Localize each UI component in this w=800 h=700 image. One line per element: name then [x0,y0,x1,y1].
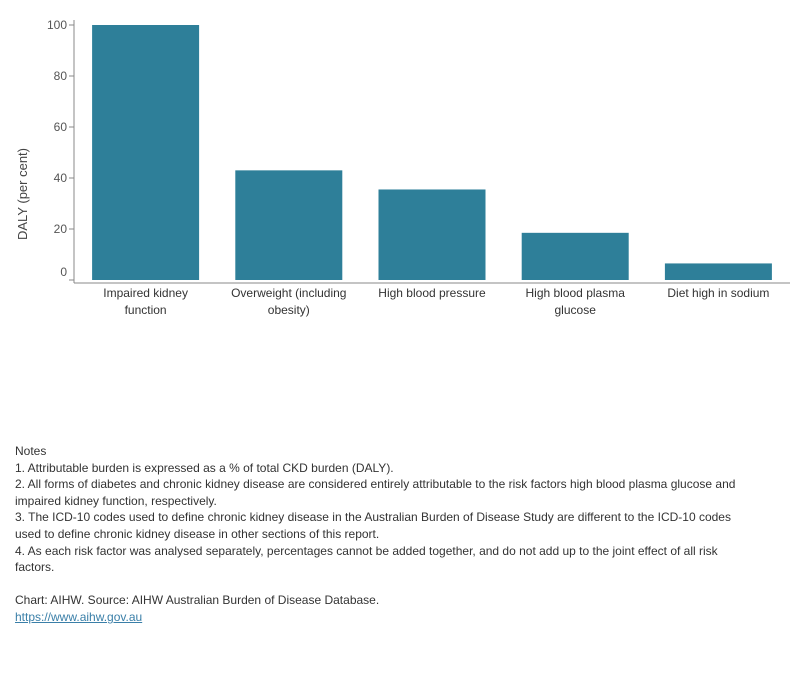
x-tick-label-line: Overweight (including [231,286,346,300]
y-tick-label: 0 [60,265,67,279]
source-link[interactable]: https://www.aihw.gov.au [15,609,143,624]
y-tick-label: 60 [54,120,68,134]
y-tick-label: 40 [54,171,68,185]
notes-heading: Notes [15,444,47,458]
x-tick-label: High blood pressure [378,286,486,300]
x-tick-label-line: High blood plasma [525,286,625,300]
bar[interactable] [664,263,772,280]
note-line: 2. All forms of diabetes and chronic kid… [15,477,736,492]
bar-chart: DALY (per cent) 0 20 40 60 80 100 Impaired ki… [15,18,790,317]
bar[interactable] [235,170,343,280]
x-tick-label-line: High blood pressure [378,286,486,300]
chart-notes: Notes 1. Attributable burden is expresse… [15,443,790,626]
note-line: 1. Attributable burden is expressed as a… [15,460,394,475]
note-line: used to define chronic kidney disease in… [15,526,380,541]
y-tick-label: 100 [47,18,67,32]
y-axis-title: DALY (per cent) [15,148,30,240]
bar[interactable] [521,232,629,280]
x-tick-label: Impaired kidney function [103,286,188,317]
y-tick-label: 80 [54,69,68,83]
notes-spacer [15,576,790,593]
x-axis: Impaired kidney function Overweight (inclu… [74,282,790,317]
x-tick-label: High blood plasma glucose [525,286,625,317]
x-tick-label: Overweight (including obesity) [231,286,346,317]
x-tick-label-line: Diet high in sodium [667,286,769,300]
source-text: Chart: AIHW. Source: AIHW Australian Bur… [15,593,380,608]
bar[interactable] [378,189,486,280]
y-tick-label: 20 [54,222,68,236]
bar[interactable] [92,25,200,280]
x-tick-label: Diet high in sodium [667,286,769,300]
x-tick-label-line: obesity) [268,303,310,317]
x-tick-label-line: glucose [555,303,597,317]
note-line: factors. [15,560,55,575]
x-tick-label-line: function [125,303,167,317]
x-tick-label-line: Impaired kidney [103,286,188,300]
note-line: impaired kidney function, respectively. [15,493,217,508]
note-line: 4. As each risk factor was analysed sepa… [15,543,718,558]
bars [92,25,772,280]
y-axis: 0 20 40 60 80 100 [47,18,75,283]
note-line: 3. The ICD-10 codes used to define chron… [15,510,731,525]
